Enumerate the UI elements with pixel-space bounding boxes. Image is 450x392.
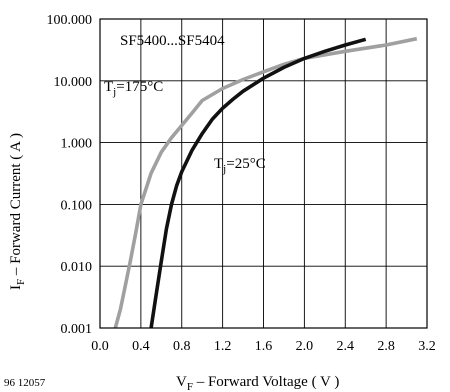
x-axis-title: VF – Forward Voltage ( V ) <box>176 374 339 392</box>
x-tick-label: 0.0 <box>91 339 109 354</box>
y-axis-symbol: I <box>8 285 24 290</box>
series-label-175c-sub: j <box>112 86 116 98</box>
y-axis-title-group: IF – Forward Current ( A ) <box>8 133 27 290</box>
y-axis-label: – Forward Current ( A ) <box>8 133 24 279</box>
y-tick-label: 10.000 <box>54 75 93 90</box>
series-label-175c-suffix: =175°C <box>116 79 163 95</box>
series-line-25c <box>149 37 367 329</box>
y-tick-label: 0.100 <box>61 198 93 213</box>
x-axis-symbol: V <box>176 374 187 390</box>
x-tick-label: 3.2 <box>418 339 436 354</box>
y-tick-label: 0.010 <box>61 260 93 275</box>
figure-id: 96 12057 <box>4 377 46 389</box>
plot-frame <box>99 18 428 329</box>
series-label-25c-prefix: T <box>214 156 223 172</box>
x-axis-subscript: F <box>187 381 193 392</box>
x-tick-label: 0.8 <box>173 339 191 354</box>
grid <box>99 18 428 329</box>
x-tick-label: 0.4 <box>132 339 150 354</box>
x-tick-labels: 0.0 0.4 0.8 1.2 1.6 2.0 2.4 2.8 3.2 <box>91 339 436 354</box>
series-label-25c-sub: j <box>222 163 226 175</box>
x-tick-label: 1.6 <box>255 339 273 354</box>
y-tick-label: 100.000 <box>47 13 93 28</box>
y-tick-label: 1.000 <box>61 137 93 152</box>
chart-title: SF5400...SF5404 <box>120 33 225 49</box>
x-axis-label: – Forward Voltage ( V ) <box>193 374 339 390</box>
series-label-175c-prefix: T <box>104 79 113 95</box>
series-layer <box>113 36 418 329</box>
y-tick-labels: 0.001 0.010 0.100 1.000 10.000 100.000 <box>47 13 93 337</box>
series-label-25c: Tj=25°C <box>214 156 266 175</box>
x-tick-label: 2.0 <box>296 339 314 354</box>
series-label-175c: Tj=175°C <box>104 79 163 98</box>
series-label-25c-suffix: =25°C <box>226 156 265 172</box>
x-tick-label: 2.8 <box>377 339 395 354</box>
x-tick-label: 2.4 <box>337 339 355 354</box>
y-axis-title: IF – Forward Current ( A ) <box>8 133 27 290</box>
y-tick-label: 0.001 <box>61 322 93 337</box>
x-tick-label: 1.2 <box>214 339 232 354</box>
y-axis-subscript: F <box>15 279 27 285</box>
